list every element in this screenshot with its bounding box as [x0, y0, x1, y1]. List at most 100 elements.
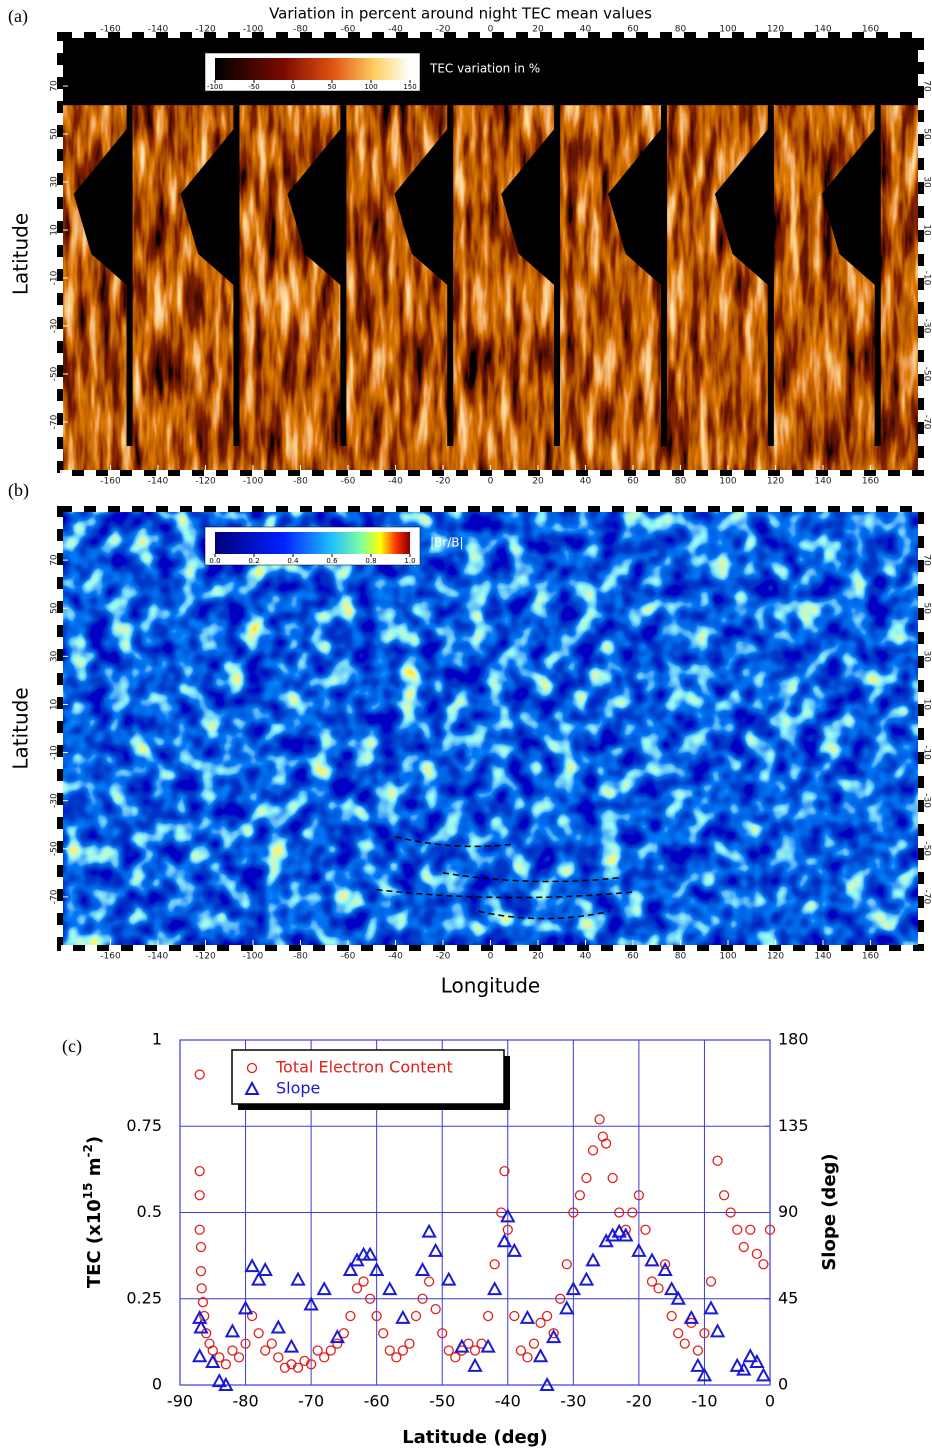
data-point	[480, 1338, 496, 1353]
x-tick-label: -40	[495, 1392, 521, 1411]
data-point	[286, 1359, 297, 1370]
colorbar-tick-label: 50	[328, 83, 337, 91]
x-tick-label: -60	[341, 477, 356, 487]
data-point	[362, 1246, 378, 1261]
x-tick-label: -140	[148, 952, 169, 962]
data-point	[364, 1293, 376, 1304]
data-point	[745, 1224, 756, 1235]
data-point	[496, 1233, 513, 1248]
data-point	[299, 1355, 310, 1366]
y-tick-label: 0.25	[126, 1288, 162, 1307]
data-point	[515, 1345, 527, 1356]
map-gap	[501, 122, 560, 290]
data-point	[718, 1190, 730, 1201]
data-point	[578, 1271, 595, 1286]
colorbar-tick-label: 150	[403, 83, 416, 91]
x-tick-label-top: 20	[532, 25, 544, 35]
legend-marker	[244, 1080, 260, 1095]
data-point	[443, 1345, 454, 1356]
data-point	[709, 1323, 726, 1338]
y-tick-label-right: 50	[922, 602, 932, 614]
data-point	[618, 1227, 634, 1242]
legend-label: Total Electron Content	[275, 1058, 453, 1077]
dashed-lines	[376, 836, 634, 920]
y-tick-label-right: -70	[922, 415, 932, 430]
y-tick-label: -10	[50, 745, 60, 760]
data-point	[725, 1207, 736, 1218]
x-tick-label-top: -160	[100, 25, 121, 35]
map-gap	[287, 122, 347, 290]
y-tick-label-right: 50	[922, 128, 932, 140]
y-tick-label-right: -10	[922, 271, 932, 286]
y-tick-label: -30	[50, 318, 60, 333]
legend	[231, 1049, 505, 1105]
y-tick-label: 50	[50, 602, 60, 614]
data-point	[535, 1317, 546, 1329]
data-point	[404, 1338, 415, 1349]
map-gap	[821, 122, 881, 290]
map-gap	[233, 105, 240, 446]
data-point	[224, 1323, 241, 1338]
data-point	[729, 1357, 745, 1372]
y-tick-label-right: -70	[922, 890, 932, 905]
data-point	[469, 1345, 481, 1356]
data-point	[663, 1281, 680, 1296]
data-point	[214, 1352, 225, 1363]
data-point	[600, 1138, 612, 1149]
y-axis-label: Latitude	[9, 687, 33, 769]
y2-tick-label: 90	[778, 1202, 798, 1221]
map-gap	[554, 105, 561, 446]
panel-label: (b)	[8, 480, 29, 501]
data-point	[732, 1224, 743, 1235]
map-gap	[447, 105, 454, 446]
data-point	[581, 1172, 592, 1184]
data-point	[614, 1207, 625, 1218]
data-point	[397, 1345, 409, 1356]
data-point	[195, 1241, 207, 1253]
x-tick-label: 0	[488, 952, 494, 962]
data-point	[532, 1348, 549, 1363]
data-point	[378, 1328, 389, 1339]
data-point	[437, 1328, 448, 1339]
data-point	[266, 1338, 277, 1349]
data-point	[486, 1281, 503, 1296]
x-tick-label: -40	[388, 477, 403, 487]
data-point	[316, 1281, 332, 1296]
data-point	[646, 1276, 658, 1287]
colorbar-label: |Br/B|	[430, 536, 464, 550]
colorbar-label: TEC variation in %	[429, 62, 540, 76]
data-point	[303, 1296, 319, 1311]
data-point	[738, 1241, 749, 1253]
data-point	[196, 1283, 207, 1294]
data-point	[692, 1345, 704, 1356]
data-point	[679, 1338, 690, 1349]
x-tick-label: -40	[388, 952, 403, 962]
x-tick-label-top: 80	[675, 25, 687, 35]
data-point	[325, 1345, 336, 1356]
y-axis-label: TEC (x1015 m-2)	[81, 1136, 106, 1288]
map-gap	[340, 105, 347, 446]
data-point	[548, 1328, 559, 1339]
y-axis-label-part: -2	[81, 1144, 95, 1157]
data-point	[410, 1310, 422, 1322]
x-tick-label-top: 160	[862, 25, 879, 35]
data-point	[244, 1258, 260, 1273]
data-point	[205, 1353, 221, 1368]
data-point	[351, 1283, 363, 1294]
data-point	[561, 1259, 572, 1270]
data-point	[194, 1069, 205, 1080]
x-tick-label: -120	[195, 952, 216, 962]
y-tick-label-right: 30	[922, 651, 932, 663]
colorbar	[215, 58, 410, 80]
y2-axis-label: Slope (deg)	[819, 1153, 840, 1270]
y2-tick-label: 180	[778, 1030, 809, 1049]
y-tick-label: 50	[50, 128, 60, 140]
y2-tick-label: 0	[778, 1375, 788, 1394]
map-gap	[714, 122, 774, 290]
y-tick-label-right: -50	[922, 367, 932, 382]
data-point	[659, 1259, 671, 1270]
data-point	[240, 1338, 251, 1349]
y-tick-label-right: -10	[922, 745, 932, 760]
x-tick-label-top: -20	[436, 25, 451, 35]
data-point	[502, 1224, 513, 1235]
